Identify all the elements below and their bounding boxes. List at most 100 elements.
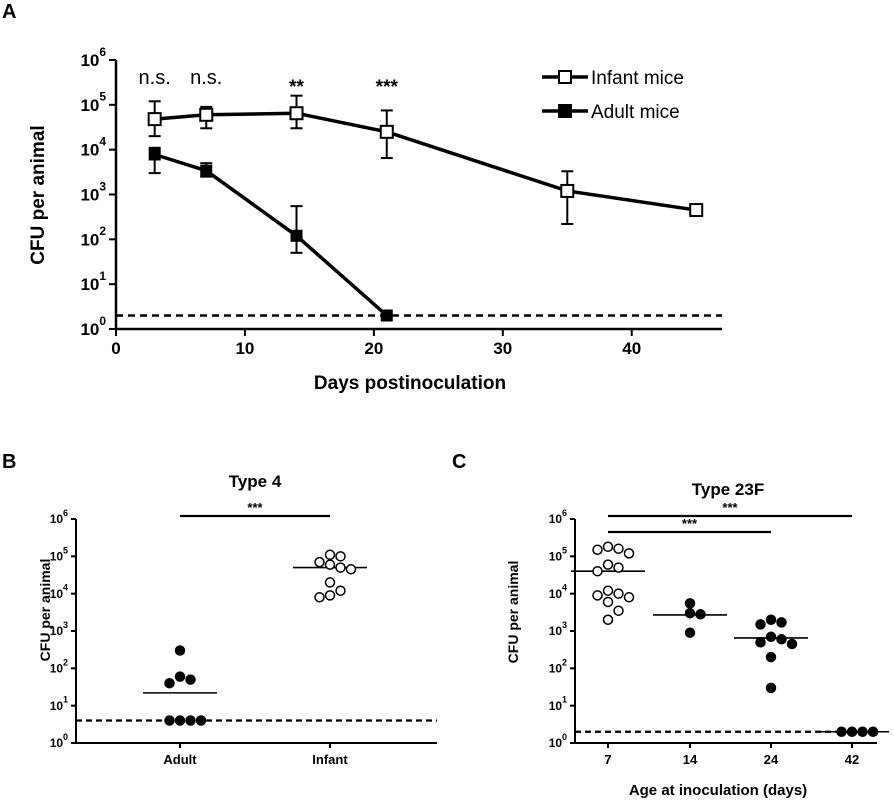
panel-c-ytick-label: 10 <box>549 736 563 750</box>
panel-b-data-point <box>164 715 175 726</box>
panel-b-data-point <box>335 562 346 573</box>
panel-b-data-point <box>174 671 186 682</box>
panel-c-xlabel: Age at inoculation (days) <box>629 782 807 799</box>
panel-b-ytick-label: 10 <box>50 662 64 676</box>
panel-c-data-point <box>623 592 635 603</box>
panel-b-ytick-exponent: 0 <box>63 732 68 742</box>
panel-c-xtick-label: 24 <box>764 752 779 767</box>
panel-a-data-point <box>560 183 575 198</box>
panel-c-data-point <box>765 651 777 663</box>
panel-c-ytick-exponent: 4 <box>562 583 567 593</box>
panel-a-ytick-exponent: 4 <box>99 134 106 148</box>
panel-b-ytick-label: 10 <box>50 736 64 750</box>
panel-a-data-point <box>380 309 393 322</box>
panel-a-ytick-exponent: 3 <box>99 179 106 193</box>
panel-b-data-point <box>324 590 336 601</box>
panel-b-xtick-label: Infant <box>312 752 348 767</box>
panel-a-ytick-label: 10 <box>80 320 99 339</box>
panel-a-significance-label: n.s. <box>139 67 171 89</box>
panel-a-label: A <box>2 1 16 23</box>
panel-b-significance-label: *** <box>247 500 263 515</box>
panel-b-ytick-label: 10 <box>50 512 64 526</box>
panel-c-data-point <box>755 619 766 630</box>
panel-a-data-point <box>290 229 303 242</box>
panel-b-title: Type 4 <box>229 472 282 491</box>
panel-b-data-point <box>345 564 357 575</box>
panel-b-ytick-exponent: 6 <box>63 508 68 518</box>
panel-c-label: C <box>452 451 466 473</box>
panel-a-ytick-exponent: 5 <box>99 90 106 104</box>
panel-b-data-point <box>185 674 196 685</box>
panel-a-data-point <box>689 203 704 218</box>
panel-a-ytick-label: 10 <box>80 141 99 160</box>
panel-a-data-point <box>199 107 214 122</box>
panel-c-plot: 10 010 110 210 310 410 510 67 14 24 42****** <box>549 500 889 767</box>
panel-c-data-point <box>765 631 777 643</box>
legend-adult-label: Adult mice <box>591 102 680 123</box>
panel-c-ytick-exponent: 1 <box>562 695 567 705</box>
panel-a-xtick-label: 40 <box>622 339 641 358</box>
panel-a-data-point <box>148 148 161 161</box>
panel-c-significance-label: *** <box>722 500 738 515</box>
panel-c-data-point <box>857 726 868 738</box>
panel-b-ytick-label: 10 <box>50 587 64 601</box>
panel-a-ytick-label: 10 <box>80 275 99 294</box>
panel-c-data-point <box>623 548 635 559</box>
panel-a-significance-label: n.s. <box>190 67 222 89</box>
panel-b-data-point <box>324 549 336 561</box>
panel-a-ytick-label: 10 <box>80 51 99 70</box>
panel-c-data-point <box>684 627 696 638</box>
panel-a-ytick-label: 10 <box>80 185 99 204</box>
panel-a-ytick-exponent: 6 <box>99 45 106 59</box>
panel-c-ytick-label: 10 <box>549 587 563 601</box>
panel-c-xtick-label: 7 <box>604 752 611 767</box>
panel-c-data-point <box>867 726 879 738</box>
panel-c-data-point <box>776 617 787 628</box>
panel-b-ytick-exponent: 1 <box>63 695 68 705</box>
panel-a-data-point <box>379 124 394 139</box>
legend-infant-label: Infant mice <box>591 68 684 89</box>
panel-c-significance-label: *** <box>682 516 698 531</box>
panel-a-significance-label: ** <box>289 77 304 98</box>
panel-a-data-point <box>200 164 213 177</box>
panel-b-data-point <box>195 715 207 726</box>
panel-c-data-point <box>602 541 614 553</box>
panel-a-significance-label: *** <box>376 77 399 98</box>
panel-c-data-point <box>592 565 603 577</box>
panel-a-xtick-label: 30 <box>493 339 512 358</box>
panel-b-data-point <box>314 592 325 603</box>
panel-b-data-point <box>335 551 346 562</box>
panel-c-data-point <box>765 614 777 626</box>
panel-c-data-point <box>776 634 787 645</box>
panel-c-ytick-label: 10 <box>549 512 563 526</box>
panel-c-data-point <box>836 726 847 738</box>
panel-c-data-point <box>602 585 614 596</box>
panel-a-data-point <box>289 106 304 121</box>
panel-c-ytick-label: 10 <box>549 662 563 676</box>
panel-a-ytick-exponent: 1 <box>99 269 106 283</box>
panel-c-data-point <box>684 607 696 619</box>
panel-c-data-point <box>695 609 706 620</box>
panel-c-data-point <box>786 638 798 650</box>
panel-b-data-point <box>185 715 196 726</box>
panel-c-data-point <box>602 559 614 570</box>
panel-c-data-point <box>765 682 777 694</box>
panel-b-xtick-label: Adult <box>163 752 197 767</box>
panel-c-data-point <box>755 636 766 648</box>
panel-b-ytick-exponent: 3 <box>63 620 68 630</box>
panel-b-label: B <box>2 451 16 473</box>
panel-c-ytick-label: 10 <box>549 624 563 638</box>
panel-c-data-point <box>613 605 624 616</box>
panel-a-series-line <box>154 111 697 212</box>
panel-c-data-point <box>592 544 603 556</box>
panel-c-data-point <box>684 598 696 609</box>
panel-b-ytick-exponent: 5 <box>63 545 68 555</box>
panel-c-data-point <box>613 588 624 599</box>
panel-b-ytick-label: 10 <box>50 699 64 713</box>
panel-b-data-point <box>164 677 175 689</box>
legend-adult-marker <box>558 104 572 118</box>
panel-a-ytick-label: 10 <box>80 230 99 249</box>
panel-c-ytick-label: 10 <box>549 699 563 713</box>
